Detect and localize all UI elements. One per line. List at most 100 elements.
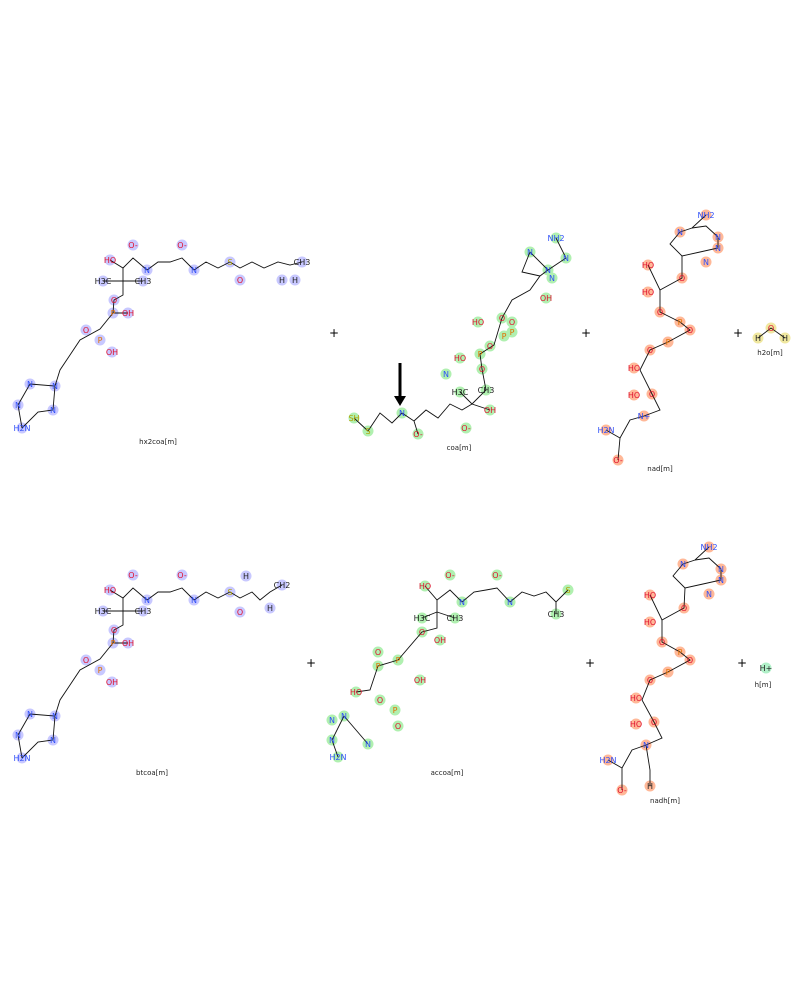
atom-highlight	[506, 316, 518, 328]
atom-highlight	[630, 718, 642, 730]
atom-label: N+	[638, 412, 651, 421]
atom-highlight	[374, 694, 386, 706]
atom-highlight	[94, 664, 106, 676]
atom-label: O	[83, 326, 89, 335]
atom-label: N	[718, 565, 724, 574]
atom-label: N	[563, 254, 569, 263]
atom-highlight	[644, 616, 656, 628]
atom-label: O	[647, 346, 653, 355]
atom-highlight	[127, 239, 139, 251]
atom-label: HO	[472, 318, 484, 327]
atom-highlight	[234, 274, 246, 286]
atom-label: N	[191, 266, 197, 275]
atom-highlight	[94, 334, 106, 346]
atom-label: HO	[419, 582, 431, 591]
atom-label: O-	[492, 571, 502, 580]
atom-label: N	[191, 596, 197, 605]
atom-label: H	[267, 604, 273, 613]
bond	[605, 429, 621, 439]
atom-label: HO	[104, 586, 116, 595]
atom-highlight	[760, 662, 772, 674]
atom-label: HO	[628, 391, 640, 400]
atom-label: N	[50, 736, 56, 745]
bond	[757, 327, 786, 339]
atom-highlight	[234, 606, 246, 618]
atom-label: N	[715, 244, 721, 253]
plus-sign: +	[580, 326, 592, 340]
atom-label: O	[647, 676, 653, 685]
atom-label: CH3	[478, 386, 495, 395]
atom-label: N	[527, 248, 533, 257]
atom-label: P	[396, 656, 401, 665]
atom-label: OH	[106, 678, 118, 687]
atom-label: H2N	[329, 753, 346, 762]
bond	[54, 312, 114, 387]
atom-label: N	[365, 740, 371, 749]
atom-label: O-	[128, 571, 138, 580]
bond	[355, 612, 438, 693]
bond	[669, 225, 719, 257]
atom-label: O-	[128, 241, 138, 250]
atom-highlight	[540, 292, 552, 304]
atom-label: HO	[642, 261, 654, 270]
atom-label: HO	[628, 364, 640, 373]
atom-label: HO	[642, 288, 654, 297]
atom-highlight	[176, 569, 188, 581]
atom-highlight	[630, 692, 642, 704]
atom-label: NH2	[700, 543, 717, 552]
atom-highlight	[372, 646, 384, 658]
compound-name-h: h[m]	[754, 681, 772, 689]
atom-label: H	[243, 572, 249, 581]
atom-label: O	[768, 324, 774, 333]
bond	[529, 237, 567, 271]
bond	[17, 713, 31, 759]
atom-label: CH3	[294, 258, 311, 267]
atom-highlight	[127, 569, 139, 581]
atom-highlight	[80, 324, 92, 336]
atom-label: HO	[454, 354, 466, 363]
atom-label: N	[715, 233, 721, 242]
bond	[607, 759, 623, 769]
atom-label: P	[666, 668, 671, 677]
atom-label: O-	[461, 424, 471, 433]
atom-label: O-	[617, 786, 627, 795]
atom-label: P	[111, 639, 116, 648]
atom-label: H3C	[452, 388, 469, 397]
atom-label: N	[27, 710, 33, 719]
atom-label: H+	[760, 664, 773, 673]
atom-label: NH2	[697, 211, 714, 220]
atom-label: N	[329, 736, 335, 745]
atom-label: H3C	[95, 607, 112, 616]
atom-label: N	[459, 598, 465, 607]
atom-label: CH2	[274, 581, 291, 590]
atom-label: N	[52, 382, 58, 391]
atom-highlight	[454, 352, 466, 364]
atom-label: N	[507, 598, 513, 607]
atom-label: CH3	[548, 610, 565, 619]
atom-label: H	[279, 276, 285, 285]
bond	[54, 642, 114, 717]
atom-label: N	[144, 266, 150, 275]
atom-label: O	[687, 326, 693, 335]
atom-label: N	[52, 712, 58, 721]
atom-label: O	[487, 342, 493, 351]
bond	[672, 557, 722, 589]
atom-highlight	[700, 256, 712, 268]
atom-label: O	[651, 718, 657, 727]
atom-label: N	[15, 731, 21, 740]
reaction-center-arrow-icon	[394, 363, 406, 406]
atom-label: P	[666, 338, 671, 347]
atom-label: O	[111, 626, 117, 635]
atom-label: O	[237, 276, 243, 285]
atom-highlight	[389, 704, 401, 716]
bond	[645, 744, 651, 786]
atom-highlight	[472, 316, 484, 328]
atom-label: S	[565, 586, 570, 595]
atom-label: O	[681, 604, 687, 613]
atom-highlight	[264, 602, 276, 614]
bond	[331, 715, 345, 758]
bond	[639, 290, 691, 417]
atom-highlight	[642, 286, 654, 298]
